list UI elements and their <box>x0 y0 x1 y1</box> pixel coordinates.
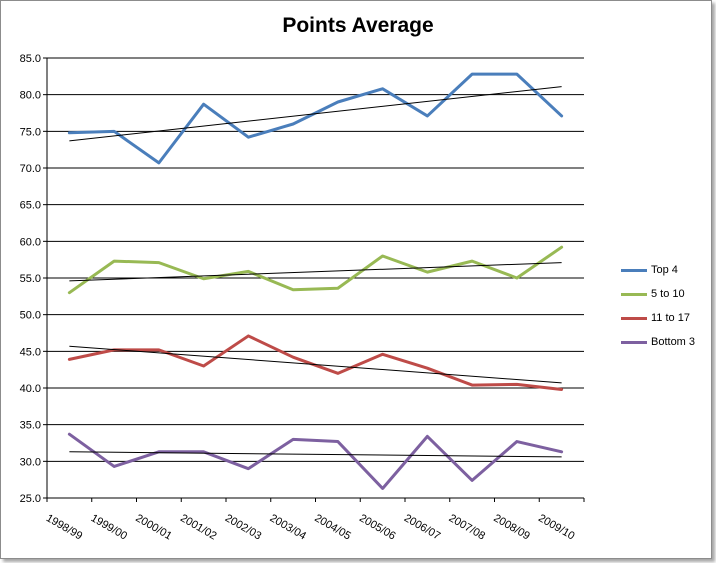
x-tick-label: 2001/02 <box>178 512 218 542</box>
legend-label: Bottom 3 <box>651 336 696 348</box>
x-tick-label: 2004/05 <box>312 512 352 542</box>
legend-label: Top 4 <box>651 264 678 276</box>
x-tick-label: 2009/10 <box>536 512 576 542</box>
trendline-0 <box>69 86 562 142</box>
x-tick-label: 1999/00 <box>89 512 129 542</box>
legend-swatch <box>621 268 647 272</box>
x-tick-label: 2003/04 <box>268 512 308 542</box>
y-tick-label: 50.0 <box>20 310 41 322</box>
y-tick-label: 85.0 <box>20 53 41 65</box>
legend-label: 5 to 10 <box>651 288 685 300</box>
chart-legend: Top 4 5 to 10 11 to 17 Bottom 3 <box>621 258 695 354</box>
legend-item: Bottom 3 <box>621 330 695 354</box>
y-tick-label: 45.0 <box>20 346 41 358</box>
series-line-1 <box>67 245 564 295</box>
series-line-0 <box>67 72 564 165</box>
y-tick-label: 40.0 <box>20 383 41 395</box>
series-line-3 <box>67 432 564 490</box>
x-tick-label: 2007/08 <box>447 512 487 542</box>
legend-item: 5 to 10 <box>621 282 695 306</box>
y-tick-label: 55.0 <box>20 273 41 285</box>
x-tick-label: 2000/01 <box>133 512 173 542</box>
x-tick-label: 1998/99 <box>44 512 84 542</box>
y-tick-label: 30.0 <box>20 456 41 468</box>
series-line-2 <box>67 334 564 391</box>
x-tick-label: 2006/07 <box>402 512 442 542</box>
x-tick-label: 2002/03 <box>223 512 263 542</box>
legend-label: 11 to 17 <box>651 312 690 324</box>
y-tick-label: 35.0 <box>20 420 41 432</box>
legend-swatch <box>621 292 647 296</box>
x-tick-label: 2008/09 <box>491 512 531 542</box>
legend-swatch <box>621 340 647 344</box>
y-tick-label: 80.0 <box>20 90 41 102</box>
legend-item: Top 4 <box>621 258 695 282</box>
legend-swatch <box>621 316 647 320</box>
y-tick-label: 65.0 <box>20 200 41 212</box>
x-tick-label: 2005/06 <box>357 512 397 542</box>
legend-item: 11 to 17 <box>621 306 695 330</box>
chart-title: Points Average <box>282 14 434 37</box>
trendline-1 <box>69 262 562 282</box>
y-tick-label: 75.0 <box>20 126 41 138</box>
y-tick-label: 60.0 <box>20 236 41 248</box>
y-tick-label: 25.0 <box>20 493 41 505</box>
trendline-3 <box>69 451 562 458</box>
trendline-2 <box>69 345 562 384</box>
y-tick-label: 70.0 <box>20 163 41 175</box>
